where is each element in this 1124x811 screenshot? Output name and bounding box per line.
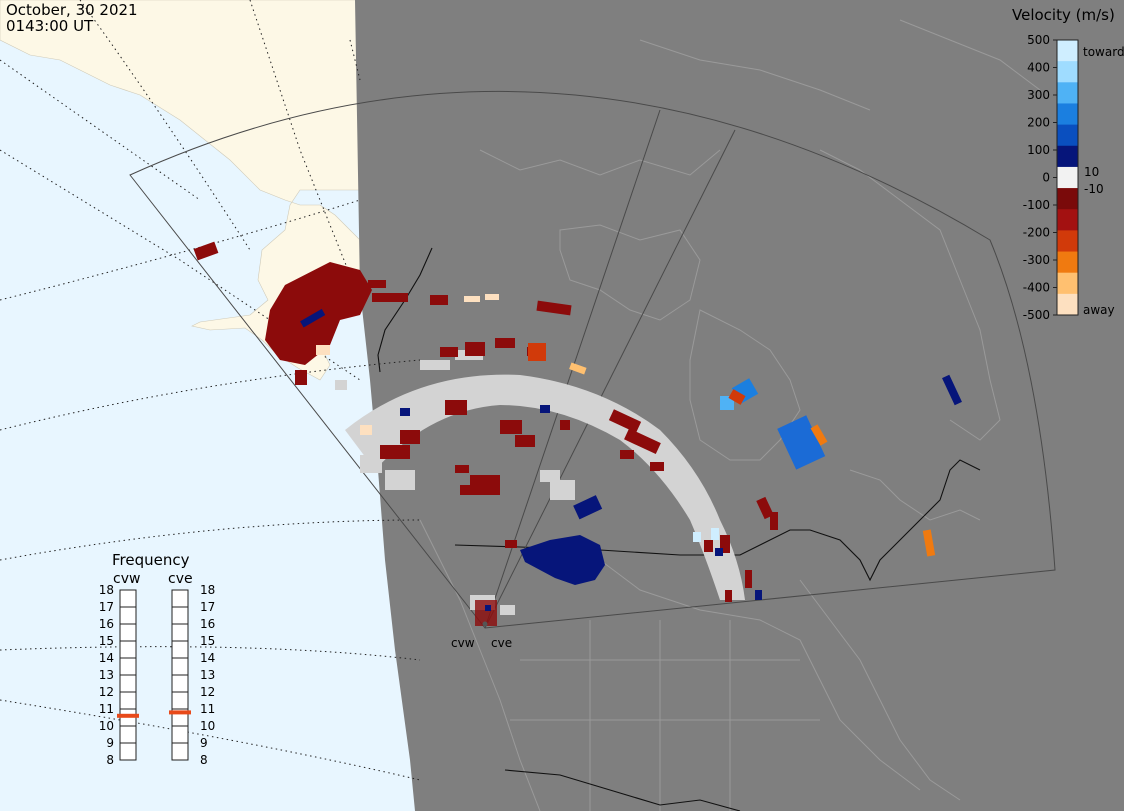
night-side: [355, 0, 1124, 811]
velocity-tick-label: 300: [1027, 88, 1050, 102]
velocity-color-band: [1057, 188, 1078, 210]
velocity-plus-ten-label: 10: [1084, 165, 1099, 179]
velocity-color-band: [1057, 124, 1078, 147]
velocity-tick-label: 100: [1027, 143, 1050, 157]
frequency-tick-label: 10: [99, 719, 114, 733]
velocity-color-band: [1057, 166, 1078, 189]
velocity-color-bar: [1057, 40, 1078, 316]
radar-sites: cvw cve: [451, 600, 512, 650]
frequency-tick-label: 12: [99, 685, 114, 699]
frequency-tick-label: 14: [200, 651, 215, 665]
frequency-tick-label: 17: [200, 600, 215, 614]
velocity-color-band: [1057, 251, 1078, 274]
velocity-tick-label: -500: [1023, 308, 1050, 322]
date-label: October, 30 2021: [6, 1, 138, 19]
frequency-tick-label: 9: [200, 736, 208, 750]
frequency-tick-label: 13: [99, 668, 114, 682]
velocity-color-band: [1057, 61, 1078, 83]
velocity-color-band: [1057, 230, 1078, 253]
time-label: 0143:00 UT: [6, 17, 94, 35]
frequency-tick-label: 9: [106, 736, 114, 750]
velocity-tick-label: -200: [1023, 226, 1050, 240]
frequency-tick-label: 17: [99, 600, 114, 614]
velocity-tick-label: -100: [1023, 198, 1050, 212]
velocity-echoes-toward: [300, 308, 962, 600]
velocity-echoes-away-dark: [193, 241, 778, 602]
frequency-tick-label: 8: [106, 753, 114, 767]
velocity-tick-label: -300: [1023, 253, 1050, 267]
frequency-tick-label: 12: [200, 685, 215, 699]
frequency-title: Frequency: [112, 551, 190, 569]
frequency-tick-label: 14: [99, 651, 114, 665]
frequency-tick-label: 11: [99, 702, 114, 716]
velocity-away-label: away: [1083, 303, 1115, 317]
velocity-color-band: [1057, 40, 1078, 62]
frequency-tick-label: 13: [200, 668, 215, 682]
frequency-tick-label: 10: [200, 719, 215, 733]
frequency-tick-label: 11: [200, 702, 215, 716]
velocity-color-band: [1057, 209, 1078, 231]
velocity-color-band: [1057, 103, 1078, 126]
velocity-echoes-away-bright: [316, 294, 936, 557]
velocity-color-band: [1057, 293, 1078, 316]
velocity-scale-title: Velocity (m/s): [1012, 6, 1115, 24]
frequency-radar-label-cvw: cvw: [113, 571, 140, 587]
radar-site-label-cve: cve: [491, 636, 512, 650]
velocity-toward-label: toward: [1083, 45, 1124, 59]
frequency-tick-label: 16: [99, 617, 114, 631]
frequency-tick-label: 15: [200, 634, 215, 648]
radar-site-label-cvw: cvw: [451, 636, 475, 650]
night-coastlines: [419, 19, 1041, 811]
velocity-scale: Velocity (m/s) 500 400 300 200 100 0 -100 -200 -…: [1012, 6, 1124, 322]
frequency-tick-label: 16: [200, 617, 215, 631]
velocity-tick-label: 500: [1027, 33, 1050, 47]
velocity-tick-label: -400: [1023, 281, 1050, 295]
frequency-tick-label: 15: [99, 634, 114, 648]
frequency-tick-label: 18: [200, 583, 215, 597]
velocity-color-band: [1057, 82, 1078, 104]
frequency-panel: Frequency cvw cve 18 17 16 15 14 13 12 11 10 9 8 18…: [99, 551, 216, 767]
frequency-marker-cve: [169, 710, 191, 715]
velocity-color-band: [1057, 272, 1078, 295]
frequency-tick-label: 18: [99, 583, 114, 597]
frequency-marker-cvw: [117, 713, 139, 718]
political-boundaries: [377, 247, 981, 811]
velocity-minus-ten-label: -10: [1084, 182, 1104, 196]
velocity-color-band: [1057, 145, 1078, 168]
frequency-tick-label: 8: [200, 753, 208, 767]
velocity-tick-label: 200: [1027, 116, 1050, 130]
velocity-tick-label: 0: [1042, 171, 1050, 185]
velocity-tick-label: 400: [1027, 61, 1050, 75]
frequency-radar-label-cve: cve: [168, 571, 193, 587]
